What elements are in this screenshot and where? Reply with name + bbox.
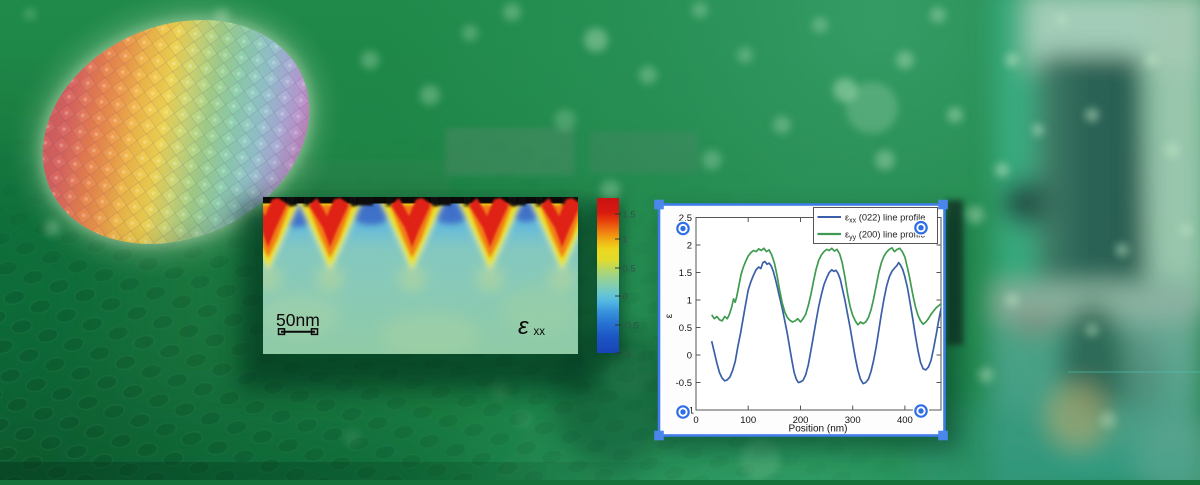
svg-text:200: 200 <box>793 415 809 426</box>
svg-text:0: 0 <box>687 350 692 361</box>
svg-text:0: 0 <box>693 415 698 426</box>
svg-text:300: 300 <box>845 415 861 426</box>
svg-text:εyy (200) line profile: εyy (200) line profile <box>845 230 925 242</box>
svg-text:0.5: 0.5 <box>679 323 692 334</box>
svg-text:2: 2 <box>687 240 692 251</box>
svg-text:0: 0 <box>623 292 628 303</box>
svg-text:400: 400 <box>897 415 913 426</box>
svg-text:-0.5: -0.5 <box>623 321 639 332</box>
svg-text:ε: ε <box>518 313 529 340</box>
svg-text:50nm: 50nm <box>276 310 320 330</box>
svg-text:ε: ε <box>664 313 675 318</box>
svg-text:-1: -1 <box>623 349 631 360</box>
svg-text:2.5: 2.5 <box>679 213 692 224</box>
svg-text:1.5: 1.5 <box>623 210 636 221</box>
svg-text:εxx (022) line profile: εxx (022) line profile <box>845 213 925 225</box>
svg-text:xx: xx <box>534 326 546 338</box>
svg-text:1: 1 <box>687 295 692 306</box>
svg-text:100: 100 <box>740 415 756 426</box>
svg-text:-0.5: -0.5 <box>676 378 692 389</box>
svg-text:1.5: 1.5 <box>679 268 692 279</box>
svg-text:Position (nm): Position (nm) <box>789 424 848 435</box>
svg-text:0.5: 0.5 <box>623 264 636 275</box>
svg-text:1: 1 <box>623 235 628 246</box>
